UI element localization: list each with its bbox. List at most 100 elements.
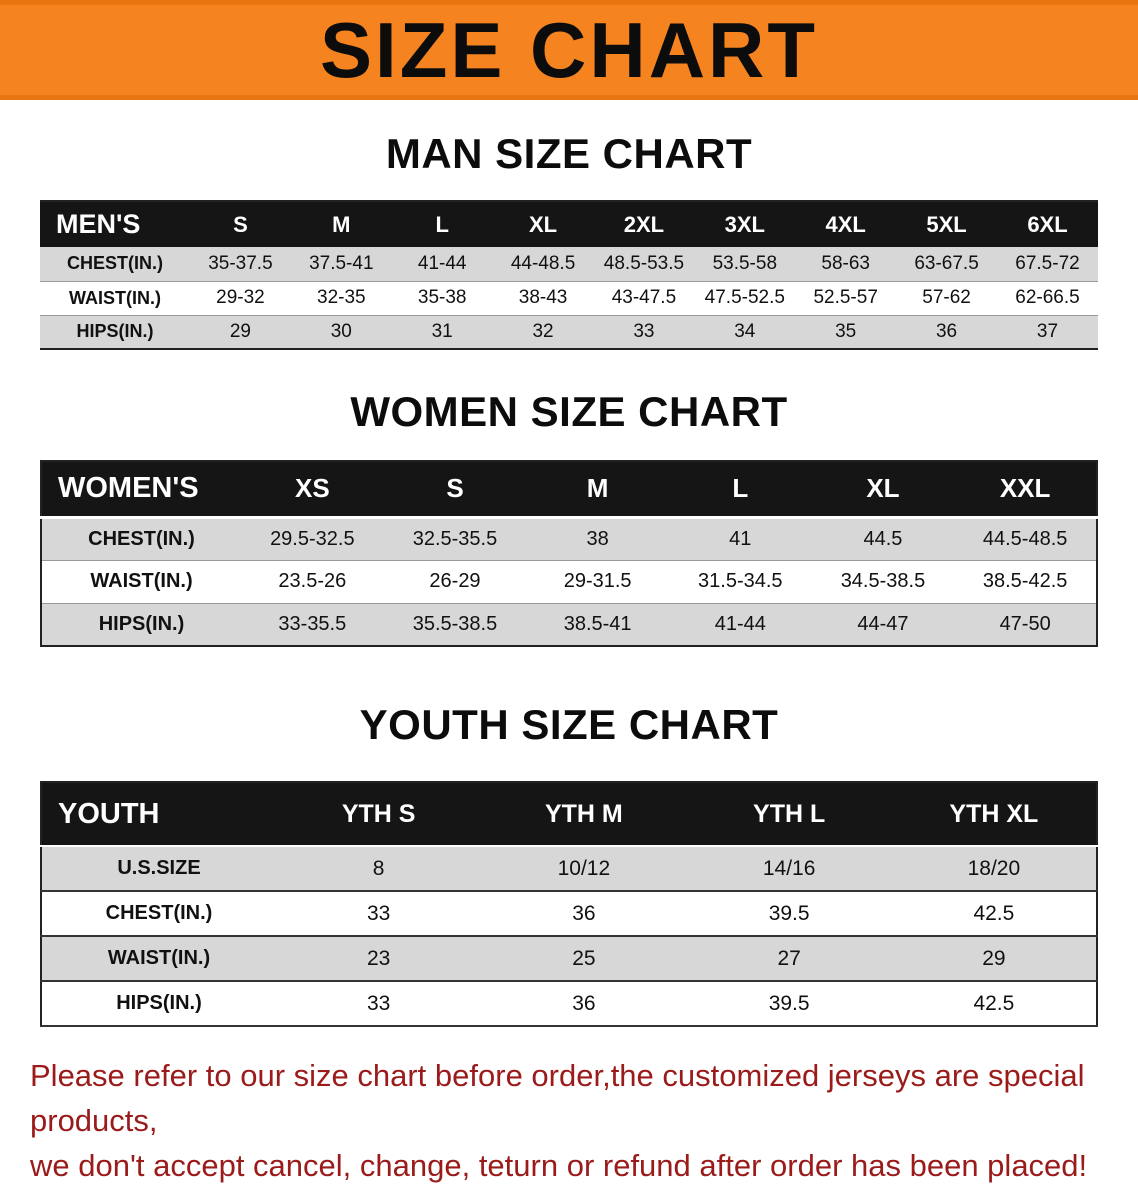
size-cell: 10/12 <box>557 856 611 880</box>
youth-header-row: YOUTH YTH S YTH M YTH L YTH XL <box>41 782 1097 847</box>
row-label: CHEST(IN.) <box>88 527 195 550</box>
size-col-header: XXL <box>954 461 1097 519</box>
row-label: HIPS(IN.) <box>76 321 154 342</box>
men-section-title: MAN SIZE CHART <box>385 130 753 177</box>
size-cell: 39.5 <box>768 901 810 925</box>
size-cell: 35-38 <box>417 287 467 308</box>
size-col-header: M <box>526 461 669 519</box>
row-label: CHEST(IN.) <box>105 902 213 924</box>
size-cell: 23 <box>366 946 391 970</box>
men-chest-row: CHEST(IN.) 35-37.5 37.5-41 41-44 44-48.5… <box>40 247 1098 281</box>
size-cell: 31 <box>431 320 453 342</box>
size-cell: 37.5-41 <box>309 252 374 274</box>
size-cell: 33-35.5 <box>278 612 347 635</box>
size-cell: 32.5-35.5 <box>412 527 498 550</box>
size-cell: 37 <box>1036 320 1059 342</box>
size-col-header: L <box>668 461 812 519</box>
youth-ussize-row: U.S.SIZE 8 10/12 14/16 18/20 <box>41 846 1097 891</box>
size-cell: 8 <box>372 856 385 880</box>
men-section: MAN SIZE CHART MEN'S S M L XL 2XL 3XL 4X… <box>0 130 1138 350</box>
row-label: HIPS(IN.) <box>116 992 202 1014</box>
page-title: SIZE CHART <box>320 5 818 94</box>
size-cell: 38-43 <box>518 287 568 308</box>
women-size-table: WOMEN'S XS S M L XL XXL CHEST(IN.) 29.5-… <box>40 460 1098 647</box>
size-col-header: XL <box>811 461 955 519</box>
women-chest-row: CHEST(IN.) 29.5-32.5 32.5-35.5 38 41 44.… <box>41 517 1097 560</box>
size-cell: 31.5-34.5 <box>698 570 783 592</box>
size-cell: 27 <box>777 946 801 970</box>
size-cell: 32-35 <box>317 287 366 308</box>
size-cell: 53.5-58 <box>712 252 778 274</box>
size-cell: 42.5 <box>973 901 1015 925</box>
size-cell: 39.5 <box>768 991 810 1015</box>
women-section: WOMEN SIZE CHART WOMEN'S XS S M L XL XXL… <box>0 388 1138 647</box>
size-col-header: 4XL <box>795 201 897 247</box>
size-col-header: XL <box>492 201 594 247</box>
size-col-header: YTH S <box>276 782 482 847</box>
size-cell: 57-62 <box>922 287 971 308</box>
size-cell: 36 <box>572 991 596 1015</box>
size-cell: 63-67.5 <box>914 252 979 274</box>
size-cell: 41-44 <box>714 612 766 635</box>
size-cell: 38.5-42.5 <box>982 570 1068 592</box>
size-cell: 58-63 <box>821 252 870 274</box>
footer-line-2: we don't accept cancel, change, teturn o… <box>30 1148 1088 1183</box>
men-hips-row: HIPS(IN.) 29 30 31 32 33 34 35 36 37 <box>40 315 1098 349</box>
women-hips-row: HIPS(IN.) 33-35.5 35.5-38.5 38.5-41 41-4… <box>41 603 1097 646</box>
size-cell: 41-44 <box>417 252 467 274</box>
size-cell: 62-66.5 <box>1015 287 1080 308</box>
size-col-header: L <box>391 201 493 247</box>
size-cell: 18/20 <box>967 856 1021 880</box>
men-table-label: MEN'S <box>40 201 190 247</box>
youth-table-label: YOUTH <box>41 782 276 847</box>
size-cell: 34 <box>734 320 756 342</box>
size-cell: 29-32 <box>216 287 265 308</box>
women-waist-row: WAIST(IN.) 23.5-26 26-29 29-31.5 31.5-34… <box>41 560 1097 603</box>
size-cell: 29 <box>229 320 251 342</box>
row-label: HIPS(IN.) <box>98 612 185 635</box>
footer-note: Please refer to our size chart before or… <box>0 1053 1138 1188</box>
size-cell: 29 <box>982 946 1006 970</box>
size-col-header: M <box>290 201 392 247</box>
size-cell: 33 <box>366 991 391 1015</box>
youth-waist-row: WAIST(IN.) 23 25 27 29 <box>41 936 1097 981</box>
size-cell: 38.5-41 <box>563 612 632 635</box>
row-label: WAIST(IN.) <box>69 287 161 308</box>
size-col-header: 6XL <box>997 201 1098 247</box>
youth-section: YOUTH SIZE CHART YOUTH YTH S YTH M YTH L… <box>0 701 1138 1027</box>
size-cell: 44.5 <box>863 527 903 550</box>
size-cell: 35.5-38.5 <box>412 612 498 635</box>
size-cell: 14/16 <box>762 856 816 880</box>
size-cell: 44.5-48.5 <box>982 527 1068 550</box>
size-col-header: XS <box>241 461 384 519</box>
row-label: WAIST(IN.) <box>107 947 211 969</box>
size-cell: 33 <box>633 320 655 342</box>
size-cell: 36 <box>935 320 958 342</box>
size-cell: 23.5-26 <box>278 570 347 592</box>
size-col-header: 3XL <box>694 201 796 247</box>
men-waist-row: WAIST(IN.) 29-32 32-35 35-38 38-43 43-47… <box>40 281 1098 315</box>
youth-section-title: YOUTH SIZE CHART <box>359 701 779 748</box>
women-section-title: WOMEN SIZE CHART <box>350 388 788 435</box>
women-header-row: WOMEN'S XS S M L XL XXL <box>41 461 1097 519</box>
size-cell: 47.5-52.5 <box>704 287 785 308</box>
size-cell: 44-47 <box>857 612 909 635</box>
size-cell: 26-29 <box>429 570 481 592</box>
size-cell: 32 <box>532 320 554 342</box>
youth-chest-row: CHEST(IN.) 33 36 39.5 42.5 <box>41 891 1097 936</box>
size-col-header: YTH L <box>686 782 892 847</box>
size-cell: 42.5 <box>973 991 1015 1015</box>
size-cell: 30 <box>330 320 352 342</box>
size-cell: 35-37.5 <box>208 252 273 274</box>
youth-size-table: YOUTH YTH S YTH M YTH L YTH XL U.S.SIZE … <box>40 781 1098 1027</box>
size-cell: 25 <box>572 946 596 970</box>
size-cell: 29.5-32.5 <box>270 527 355 550</box>
size-cell: 29-31.5 <box>563 570 632 592</box>
size-cell: 67.5-72 <box>1015 252 1080 274</box>
footer-line-1: Please refer to our size chart before or… <box>30 1058 1085 1138</box>
size-cell: 47-50 <box>999 612 1051 635</box>
size-cell: 36 <box>572 901 596 925</box>
size-cell: 35 <box>835 320 857 342</box>
size-col-header: YTH M <box>481 782 687 847</box>
size-cell: 43-47.5 <box>611 287 677 308</box>
